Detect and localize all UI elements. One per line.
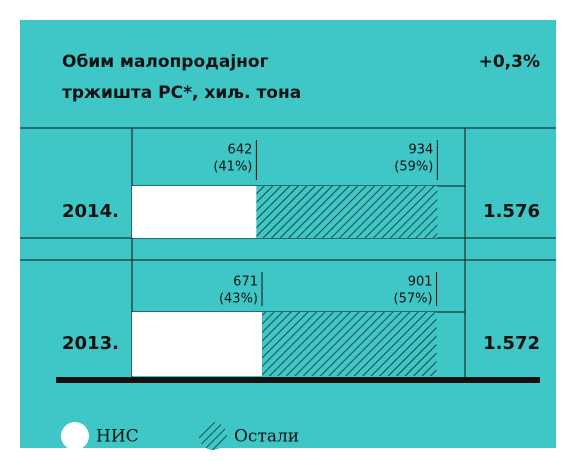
table-frame — [20, 127, 556, 383]
bar-segment — [132, 312, 263, 376]
value-label: 642 — [228, 143, 253, 158]
title-line: Обим малопродајног — [62, 52, 269, 72]
legend-swatch — [61, 422, 89, 450]
bar-segment — [132, 186, 257, 238]
legend-swatch — [199, 422, 227, 450]
change-label: +0,3% — [479, 52, 540, 72]
title-line: тржишта РС*, хиљ. тона — [62, 83, 301, 103]
total-label: 1.576 — [483, 201, 540, 222]
total-label: 1.572 — [483, 333, 540, 354]
share-label: (43%) — [219, 292, 258, 307]
bar-segment — [256, 186, 438, 238]
category-label: 2014. — [62, 201, 119, 222]
bar-segment — [262, 312, 437, 376]
share-label: (57%) — [394, 292, 433, 307]
legend-label: НИС — [96, 427, 139, 447]
value-label: 901 — [408, 275, 433, 290]
legend-label: Остали — [234, 427, 299, 447]
share-label: (59%) — [394, 160, 433, 175]
value-label: 671 — [233, 275, 258, 290]
value-label: 934 — [409, 143, 434, 158]
share-label: (41%) — [213, 160, 252, 175]
category-label: 2013. — [62, 333, 119, 354]
